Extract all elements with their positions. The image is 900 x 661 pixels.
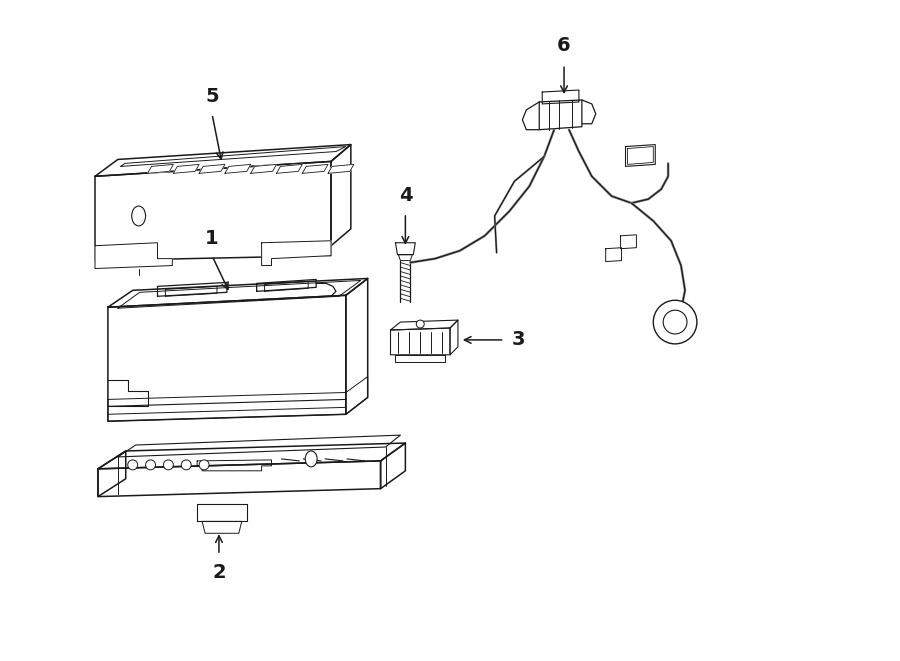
Polygon shape bbox=[108, 377, 368, 421]
Polygon shape bbox=[262, 241, 331, 266]
Polygon shape bbox=[621, 235, 636, 249]
Circle shape bbox=[653, 300, 697, 344]
Polygon shape bbox=[202, 522, 242, 533]
Circle shape bbox=[417, 320, 424, 328]
Polygon shape bbox=[302, 165, 328, 173]
Polygon shape bbox=[166, 286, 217, 296]
Polygon shape bbox=[331, 145, 351, 246]
Text: 5: 5 bbox=[205, 87, 219, 106]
Polygon shape bbox=[98, 451, 126, 496]
Polygon shape bbox=[346, 278, 368, 414]
Polygon shape bbox=[542, 90, 579, 104]
Polygon shape bbox=[108, 278, 368, 307]
Polygon shape bbox=[391, 320, 458, 330]
Polygon shape bbox=[197, 504, 247, 522]
Polygon shape bbox=[197, 460, 272, 471]
Polygon shape bbox=[98, 443, 405, 469]
Polygon shape bbox=[98, 461, 381, 496]
Polygon shape bbox=[225, 165, 251, 173]
Polygon shape bbox=[539, 100, 582, 130]
Polygon shape bbox=[395, 243, 415, 254]
Text: 2: 2 bbox=[212, 563, 226, 582]
Polygon shape bbox=[174, 165, 199, 173]
Polygon shape bbox=[199, 165, 225, 173]
Ellipse shape bbox=[131, 206, 146, 226]
Circle shape bbox=[146, 460, 156, 470]
Polygon shape bbox=[95, 243, 173, 268]
Polygon shape bbox=[328, 165, 354, 173]
Polygon shape bbox=[276, 165, 302, 173]
Polygon shape bbox=[95, 145, 351, 176]
Text: 4: 4 bbox=[399, 186, 412, 205]
Text: 6: 6 bbox=[557, 36, 571, 56]
Ellipse shape bbox=[305, 451, 317, 467]
Polygon shape bbox=[606, 248, 622, 262]
Circle shape bbox=[128, 460, 138, 470]
Polygon shape bbox=[95, 161, 331, 260]
Polygon shape bbox=[158, 282, 227, 296]
Text: 1: 1 bbox=[205, 229, 219, 248]
Circle shape bbox=[181, 460, 191, 470]
Text: 3: 3 bbox=[511, 330, 525, 350]
Polygon shape bbox=[399, 254, 412, 260]
Polygon shape bbox=[626, 145, 655, 167]
Circle shape bbox=[164, 460, 174, 470]
Polygon shape bbox=[148, 165, 174, 173]
Polygon shape bbox=[118, 435, 400, 457]
Polygon shape bbox=[108, 295, 346, 421]
Circle shape bbox=[199, 460, 209, 470]
Polygon shape bbox=[391, 328, 450, 355]
Polygon shape bbox=[265, 282, 308, 292]
Polygon shape bbox=[450, 320, 458, 355]
Polygon shape bbox=[395, 355, 445, 362]
Polygon shape bbox=[121, 147, 346, 167]
Polygon shape bbox=[381, 443, 405, 488]
Polygon shape bbox=[251, 165, 276, 173]
Polygon shape bbox=[256, 280, 316, 292]
Circle shape bbox=[663, 310, 687, 334]
